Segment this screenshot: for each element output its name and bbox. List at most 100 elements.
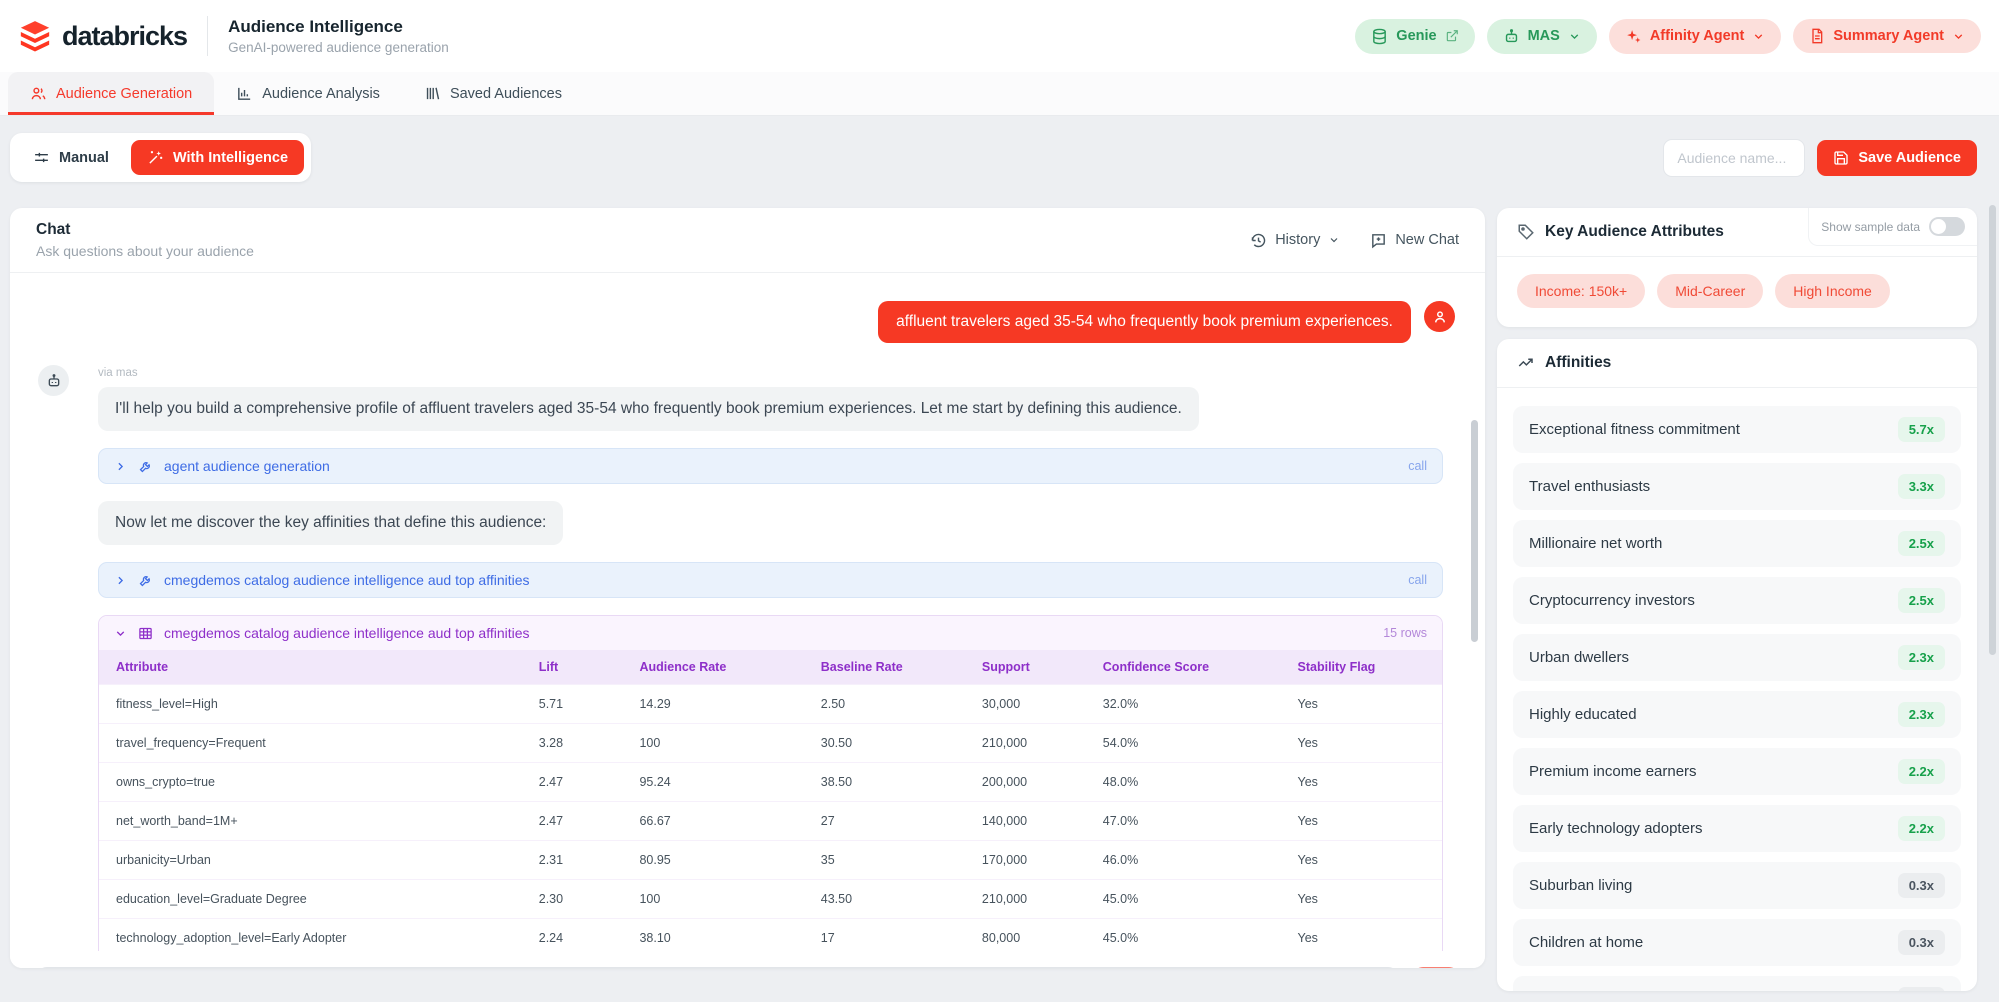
table-column-header: Support xyxy=(971,650,1093,685)
tab-audience-generation[interactable]: Audience Generation xyxy=(8,72,215,115)
chat-header: Chat Ask questions about your audience H… xyxy=(10,208,1485,273)
key-attributes-card: Key Audience Attributes Show sample data… xyxy=(1497,208,1977,327)
chevron-down-icon xyxy=(114,627,127,640)
table-column-header: Lift xyxy=(528,650,630,685)
affinity-row[interactable]: Travel enthusiasts 3.3x xyxy=(1513,463,1961,510)
with-intelligence-mode-button[interactable]: With Intelligence xyxy=(130,140,305,175)
affinity-lift-badge: 2.3x xyxy=(1897,645,1945,670)
affinity-row[interactable]: Children at home 0.3x xyxy=(1513,919,1961,966)
chat-messages: affluent travelers aged 35-54 who freque… xyxy=(10,273,1485,968)
affinity-label: Children at home xyxy=(1529,934,1644,951)
tool-call-2[interactable]: cmegdemos catalog audience intelligence … xyxy=(98,562,1443,598)
affinity-lift-badge: 5.7x xyxy=(1897,417,1945,442)
key-attributes-title: Key Audience Attributes xyxy=(1545,223,1724,240)
manual-mode-button[interactable]: Manual xyxy=(17,140,125,175)
chat-scrollbar[interactable] xyxy=(1471,420,1478,642)
database-icon xyxy=(1371,28,1388,45)
chevron-down-icon xyxy=(1752,30,1765,43)
table-row: net_worth_band=1M+ 2.47 66.67 27 140,000… xyxy=(99,801,1442,841)
affinity-label: Urban dwellers xyxy=(1529,649,1630,666)
wrench-icon xyxy=(138,573,153,588)
chat-input[interactable] xyxy=(36,967,1399,968)
affinity-label: Millionaire net worth xyxy=(1529,535,1663,552)
tool-call-status: call xyxy=(1408,573,1427,587)
affinity-agent-button[interactable]: Affinity Agent xyxy=(1608,18,1782,54)
content-area: Chat Ask questions about your audience H… xyxy=(0,182,1999,991)
chat-title: Chat xyxy=(36,221,71,238)
wrench-icon xyxy=(138,459,153,474)
people-icon xyxy=(30,85,47,102)
table-grid-icon xyxy=(138,626,153,641)
affinity-row[interactable]: Suburban living 0.3x xyxy=(1513,862,1961,909)
summary-agent-button[interactable]: Summary Agent xyxy=(1793,19,1981,53)
mas-button[interactable]: MAS xyxy=(1486,18,1597,54)
table-column-header: Baseline Rate xyxy=(810,650,972,685)
tool-call-status: call xyxy=(1408,459,1427,473)
attribute-chip[interactable]: High Income xyxy=(1775,274,1890,308)
affinity-row[interactable]: Cryptocurrency investors 2.5x xyxy=(1513,577,1961,624)
affinity-row[interactable]: Pet ownership 0.1x xyxy=(1513,976,1961,991)
app-header: databricks Audience Intelligence GenAI-p… xyxy=(0,0,1999,72)
affinity-row[interactable]: Premium income earners 2.2x xyxy=(1513,748,1961,795)
table-row: travel_frequency=Frequent 3.28 100 30.50… xyxy=(99,723,1442,763)
affinity-row[interactable]: Urban dwellers 2.3x xyxy=(1513,634,1961,681)
affinity-label: Premium income earners xyxy=(1529,763,1697,780)
save-icon xyxy=(1833,150,1849,166)
sidebar-scrollbar[interactable] xyxy=(1989,205,1996,655)
assistant-avatar xyxy=(38,365,69,396)
chat-header-text: Chat Ask questions about your audience xyxy=(36,221,254,259)
history-icon xyxy=(1250,232,1267,249)
genie-button[interactable]: Genie xyxy=(1355,18,1475,54)
affinity-row[interactable]: Early technology adopters 2.2x xyxy=(1513,805,1961,852)
attribute-chip[interactable]: Mid-Career xyxy=(1657,274,1764,308)
attribute-chip[interactable]: Income: 150k+ xyxy=(1517,274,1646,308)
table-row: owns_crypto=true 2.47 95.24 38.50 200,00… xyxy=(99,762,1442,802)
affinity-lift-badge: 2.5x xyxy=(1897,588,1945,613)
affinity-label: Suburban living xyxy=(1529,877,1633,894)
databricks-logo-icon xyxy=(18,19,52,53)
chevron-right-icon xyxy=(114,574,127,587)
chat-plus-icon xyxy=(1370,232,1387,249)
sparkles-icon xyxy=(1625,28,1642,45)
assistant-content: via mas I'll help you build a comprehens… xyxy=(98,365,1455,968)
robot-icon xyxy=(46,373,62,389)
chevron-down-icon xyxy=(1328,234,1340,246)
via-label: via mas xyxy=(98,367,138,379)
assistant-message-1: I'll help you build a comprehensive prof… xyxy=(98,387,1199,431)
affinity-row[interactable]: Millionaire net worth 2.5x xyxy=(1513,520,1961,567)
tool-call-label: agent audience generation xyxy=(164,458,330,474)
tool-call-1[interactable]: agent audience generation call xyxy=(98,448,1443,484)
chat-header-actions: History New Chat xyxy=(1250,232,1459,249)
table-row: urbanicity=Urban 2.31 80.95 35 170,000 4… xyxy=(99,840,1442,880)
table-titlebar[interactable]: cmegdemos catalog audience intelligence … xyxy=(99,616,1442,650)
new-chat-button[interactable]: New Chat xyxy=(1370,232,1459,249)
tab-audience-analysis[interactable]: Audience Analysis xyxy=(214,72,402,115)
save-audience-button[interactable]: Save Audience xyxy=(1817,139,1977,176)
tab-saved-audiences[interactable]: Saved Audiences xyxy=(402,72,584,115)
affinities-title: Affinities xyxy=(1545,354,1612,371)
lines-icon xyxy=(424,85,441,102)
history-button[interactable]: History xyxy=(1250,232,1340,249)
tool-call-label: cmegdemos catalog audience intelligence … xyxy=(164,572,530,588)
audience-name-input[interactable] xyxy=(1663,138,1806,177)
external-link-icon xyxy=(1445,29,1459,43)
user-message-bubble: affluent travelers aged 35-54 who freque… xyxy=(878,301,1411,343)
show-sample-data-toggle[interactable] xyxy=(1929,217,1965,236)
affinity-lift-badge: 0.3x xyxy=(1897,873,1945,898)
send-button[interactable] xyxy=(1413,967,1459,968)
affinities-card: Affinities Exceptional fitness commitmen… xyxy=(1497,339,1977,991)
toolbar-right: Save Audience xyxy=(1663,138,1977,177)
table-column-header: Attribute xyxy=(99,650,529,685)
affinity-lift-badge: 2.5x xyxy=(1897,531,1945,556)
right-sidebar: Key Audience Attributes Show sample data… xyxy=(1497,205,1996,991)
affinities-result-table: Attribute Lift Audience Rate Baseline Rate S… xyxy=(99,650,1442,968)
person-icon xyxy=(1432,309,1448,325)
affinity-row[interactable]: Exceptional fitness commitment 5.7x xyxy=(1513,406,1961,453)
show-sample-data-label: Show sample data xyxy=(1821,219,1920,234)
affinity-row[interactable]: Highly educated 2.3x xyxy=(1513,691,1961,738)
affinity-label: Travel enthusiasts xyxy=(1529,478,1651,495)
bar-chart-icon xyxy=(236,85,253,102)
table-row-count: 15 rows xyxy=(1383,626,1427,640)
affinity-lift-badge: 2.2x xyxy=(1897,816,1945,841)
attribute-chips: Income: 150k+ Mid-Career High Income xyxy=(1497,257,1977,327)
